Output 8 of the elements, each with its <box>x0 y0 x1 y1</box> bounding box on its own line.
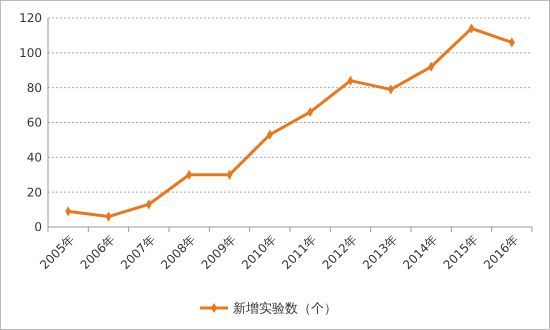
y-tick-label: 100 <box>19 46 42 60</box>
y-tick-label: 40 <box>26 150 42 165</box>
y-tick-label: 60 <box>26 116 42 130</box>
y-tick-label: 20 <box>26 185 42 200</box>
y-tick-label: 80 <box>26 80 42 95</box>
legend-label: 新增实验数（个） <box>233 302 337 317</box>
y-tick-label: 0 <box>34 220 42 234</box>
y-tick-label: 120 <box>19 11 42 26</box>
